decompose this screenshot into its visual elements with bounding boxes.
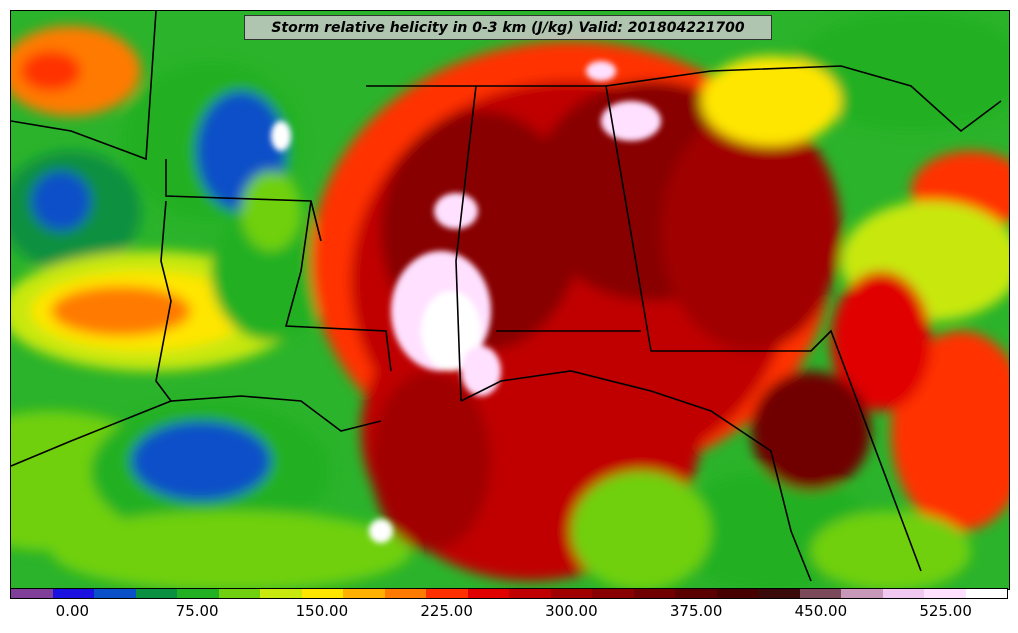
colorbar-segment (633, 589, 675, 598)
map-title: Storm relative helicity in 0-3 km (J/kg)… (271, 19, 745, 36)
colorbar-segment (592, 589, 634, 598)
colorbar-segment (716, 589, 758, 598)
colorbar-segment (11, 589, 53, 598)
colorbar-ticks: 0.00 75.00 150.00 225.00 300.00 375.00 450.00 5… (10, 600, 1008, 630)
colorbar-tick-label: 150.00 (295, 602, 349, 620)
colorbar-segment (799, 589, 841, 598)
colorbar-segment (343, 589, 385, 598)
colorbar-tick-label: 75.00 (175, 602, 219, 620)
colorbar-segment (384, 589, 426, 598)
colorbar-tick-label: 300.00 (545, 602, 598, 620)
helicity-field (11, 11, 1009, 589)
colorbar-segment (218, 589, 260, 598)
colorbar-tick-label: 375.00 (669, 602, 723, 620)
colorbar-segment (467, 589, 509, 598)
colorbar-segment (758, 589, 800, 598)
boundary-lines (11, 11, 1002, 582)
colorbar-segment (965, 589, 1007, 598)
colorbar-segment (260, 589, 302, 598)
colorbar-segment (52, 589, 94, 598)
colorbar-segment (177, 589, 219, 598)
colorbar-segment (550, 589, 592, 598)
colorbar-segment (301, 589, 343, 598)
colorbar-tick-label: 525.00 (919, 602, 972, 620)
map-panel (10, 10, 1010, 590)
colorbar-tick-label: 225.00 (420, 602, 473, 620)
colorbar-tick-label: 0.00 (55, 602, 90, 620)
colorbar-segment (882, 589, 924, 598)
colorbar-segment (426, 589, 468, 598)
colorbar-tick-label: 450.00 (794, 602, 848, 620)
colorbar-segment (924, 589, 966, 598)
colorbar-segment (675, 589, 717, 598)
colorbar-segment (135, 589, 177, 598)
colorbar (10, 588, 1008, 599)
colorbar-segment (841, 589, 883, 598)
map-title-box: Storm relative helicity in 0-3 km (J/kg)… (244, 15, 772, 40)
colorbar-segment (509, 589, 551, 598)
colorbar-segment (94, 589, 136, 598)
